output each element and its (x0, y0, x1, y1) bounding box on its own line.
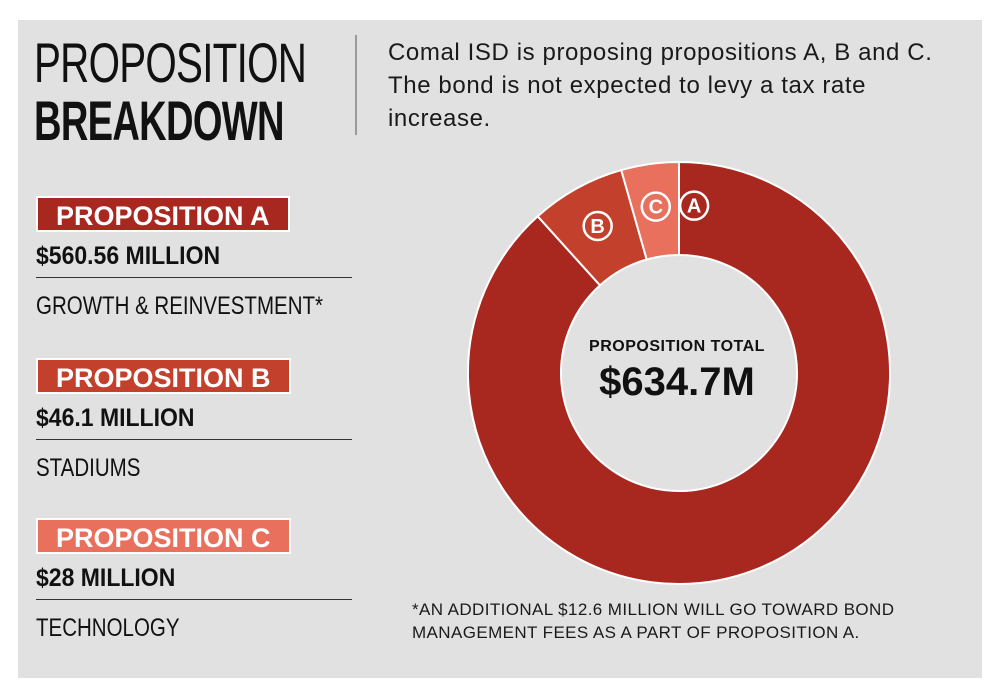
donut-chart: A B C (467, 160, 891, 585)
intro-text: Comal ISD is proposing propositions A, B… (388, 39, 933, 132)
proposition-b-badge: PROPOSITION B (36, 358, 291, 394)
proposition-c: PROPOSITION C $28 MILLION TECHNOLOGY (36, 518, 352, 643)
proposition-a-divider (36, 277, 352, 278)
donut-slice-a (467, 160, 891, 585)
footnote: *AN ADDITIONAL $12.6 MILLION WILL GO TOW… (412, 600, 895, 642)
svg-text:B: B (590, 216, 604, 238)
donut-slice-c (620, 160, 680, 261)
slice-marker-b: B (582, 210, 613, 242)
slice-marker-c: C (640, 191, 672, 222)
donut-center-label: PROPOSITION TOTAL (589, 338, 765, 355)
slice-marker-a: A (678, 190, 710, 221)
proposition-c-description: TECHNOLOGY (36, 614, 180, 642)
proposition-a-description: GROWTH & REINVESTMENT* (36, 292, 324, 320)
proposition-a-badge: PROPOSITION A (36, 196, 290, 232)
proposition-c-divider (36, 599, 352, 600)
proposition-b-description: STADIUMS (36, 454, 141, 482)
title-line-1: PROPOSITION (34, 31, 307, 94)
proposition-c-badge: PROPOSITION C (36, 518, 291, 554)
proposition-b: PROPOSITION B $46.1 MILLION STADIUMS (36, 358, 352, 483)
proposition-b-amount: $46.1 MILLION (36, 404, 195, 432)
title-line-2: BREAKDOWN (34, 89, 285, 152)
proposition-a-amount: $560.56 MILLION (36, 242, 221, 270)
proposition-a: PROPOSITION A $560.56 MILLION GROWTH & R… (36, 196, 352, 321)
svg-text:C: C (649, 197, 663, 219)
proposition-c-amount: $28 MILLION (36, 564, 176, 592)
donut-center-value: $634.7M (599, 360, 755, 404)
svg-text:A: A (687, 196, 701, 218)
proposition-b-divider (36, 439, 352, 440)
title-divider (355, 35, 357, 135)
